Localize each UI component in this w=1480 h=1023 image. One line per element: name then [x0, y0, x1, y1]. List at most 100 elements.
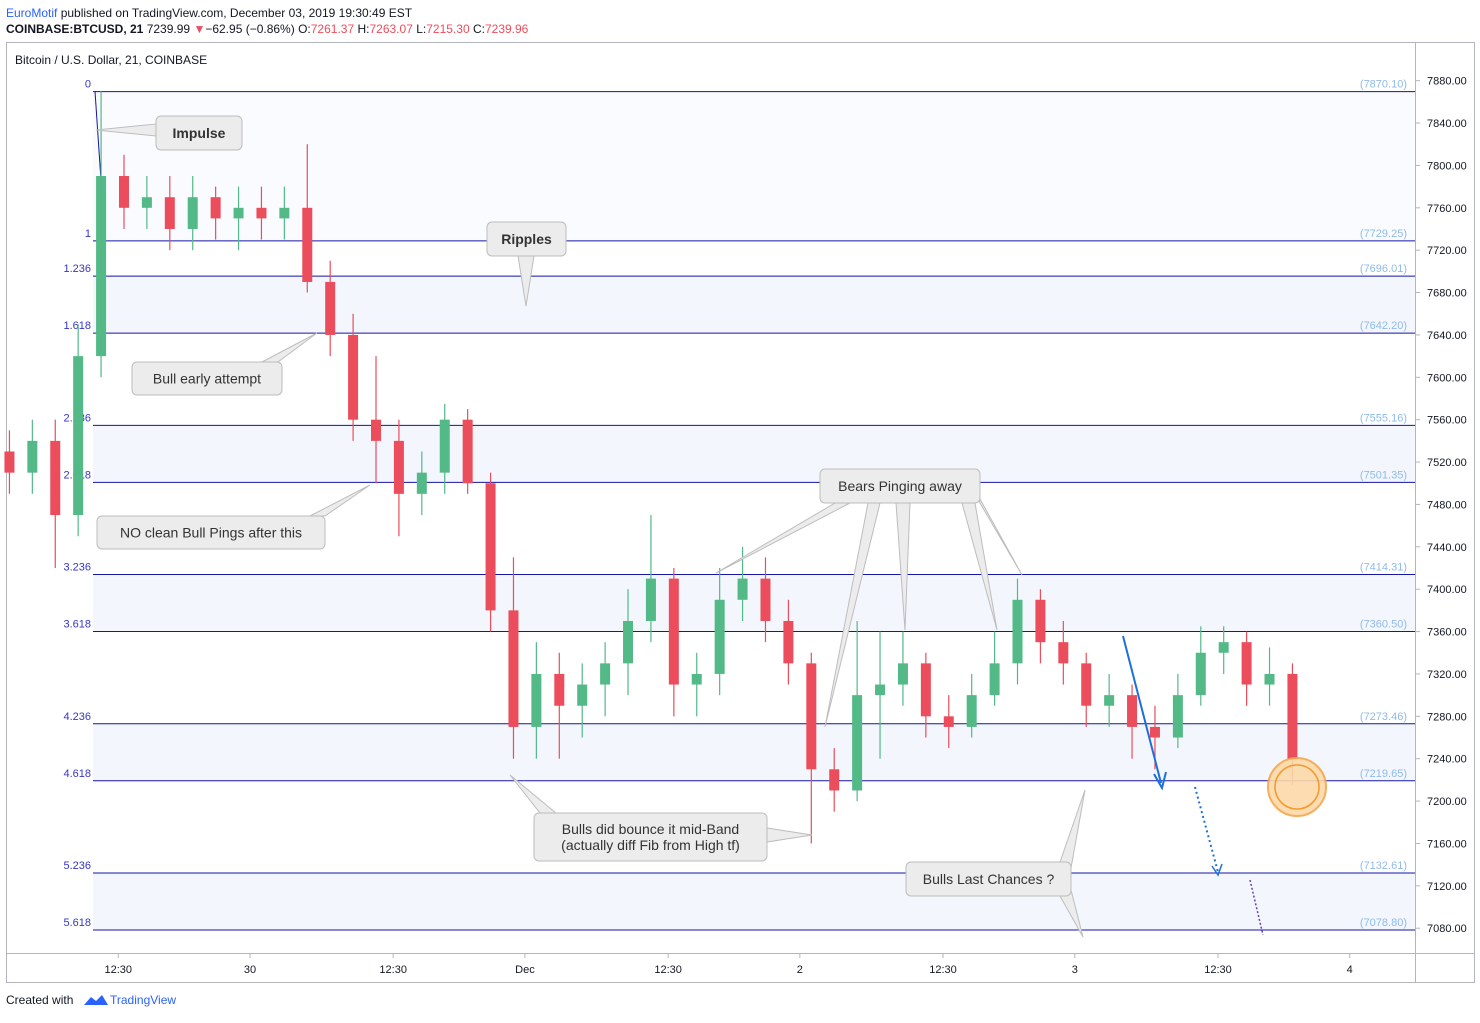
fib-level-label: 4.618	[63, 768, 91, 780]
arrow-head	[1211, 863, 1223, 877]
callout-text: Ripples	[501, 231, 552, 247]
candle-body	[371, 419, 382, 441]
footer-brand[interactable]: TradingView	[110, 993, 176, 1007]
change-arrow: ▼	[193, 22, 205, 36]
candle-body	[623, 620, 634, 664]
callout-box	[486, 221, 567, 257]
change: −62.95 (−0.86%)	[205, 22, 294, 36]
candle-body	[1195, 652, 1206, 696]
candle-body	[96, 176, 107, 357]
y-tick-label: 7520.00	[1427, 457, 1467, 469]
author[interactable]: EuroMotif	[6, 6, 58, 20]
footer-created: Created with	[6, 993, 73, 1007]
published: published on TradingView.com, December 0…	[61, 6, 413, 20]
fib-price-label: (7360.50)	[1360, 619, 1407, 631]
x-tick-label: 12:30	[104, 964, 132, 976]
callout-text: Bulls Last Chances ?	[923, 871, 1055, 887]
highlight-marker	[1267, 757, 1327, 817]
candle-body	[852, 695, 863, 791]
last-price: 7239.99	[147, 22, 191, 36]
callout-box	[96, 515, 326, 550]
candle-body	[73, 356, 84, 516]
arrow	[1249, 879, 1264, 936]
fib-band	[93, 424, 1415, 482]
ohlc-label: O:	[298, 22, 311, 36]
fib-level-label: 1.236	[63, 263, 91, 275]
y-tick-label: 7280.00	[1427, 711, 1467, 723]
y-tick-label: 7080.00	[1427, 923, 1467, 935]
candle-body	[164, 197, 175, 229]
callout: Impulse	[95, 115, 243, 151]
x-tick-label: 12:30	[1204, 964, 1232, 976]
candle-body	[141, 197, 152, 208]
candle-body	[691, 673, 702, 685]
candle-body	[600, 663, 611, 685]
candle-body	[393, 440, 404, 494]
y-tick-label: 7800.00	[1427, 160, 1467, 172]
fib-price-label: (7273.46)	[1360, 711, 1407, 723]
candle-body	[1287, 673, 1298, 759]
candle-body	[1081, 663, 1092, 706]
fib-level-label: 5.236	[63, 860, 91, 872]
candle-body	[1241, 642, 1252, 685]
candle-body	[554, 673, 565, 706]
callout: NO clean Bull Pings after this	[96, 484, 371, 550]
callout: Bull early attempt	[131, 332, 318, 396]
x-tick-label: 12:30	[929, 964, 957, 976]
candle-body	[256, 207, 267, 219]
callout-text: NO clean Bull Pings after this	[120, 525, 302, 541]
y-tick-label: 7320.00	[1427, 669, 1467, 681]
y-tick-label: 7160.00	[1427, 838, 1467, 850]
candle-body	[875, 684, 886, 696]
candle-body	[760, 578, 771, 621]
fib-level-label: 0	[85, 79, 91, 91]
y-tick-label: 7200.00	[1427, 796, 1467, 808]
y-tick-label: 7560.00	[1427, 415, 1467, 427]
fib-band	[93, 723, 1415, 781]
callout-text: Bulls did bounce it mid-Band	[562, 821, 739, 837]
candle-body	[1127, 695, 1138, 727]
candle-body	[416, 472, 427, 494]
candle-body	[806, 663, 817, 770]
y-tick-label: 7880.00	[1427, 76, 1467, 88]
candle-body	[1264, 673, 1275, 685]
callout-box	[131, 361, 283, 396]
chart-frame	[6, 42, 1475, 983]
callout-box	[155, 115, 243, 151]
fib-level-label: 3.236	[63, 562, 91, 574]
callout-box	[819, 468, 981, 504]
candle-body	[462, 419, 473, 484]
fib-band	[93, 275, 1415, 333]
y-tick-label: 7440.00	[1427, 542, 1467, 554]
chart-title: Bitcoin / U.S. Dollar, 21, COINBASE	[15, 53, 207, 67]
fib-band	[93, 91, 1415, 241]
fib-price-label: (7555.16)	[1360, 412, 1407, 424]
candle-body	[714, 599, 725, 674]
y-tick-label: 7360.00	[1427, 627, 1467, 639]
x-tick-label: 2	[797, 964, 803, 976]
fib-level-label: 1.618	[63, 320, 91, 332]
candle-body	[1149, 726, 1160, 738]
candle-body	[485, 483, 496, 611]
candle-body	[279, 207, 290, 219]
ohlc-value: 7215.30	[426, 22, 470, 36]
callout: Ripples	[486, 221, 567, 307]
candle-body	[348, 334, 359, 420]
fib-price-label: (7078.80)	[1360, 917, 1407, 929]
candle-body	[645, 578, 656, 621]
y-tick-label: 7240.00	[1427, 754, 1467, 766]
fib-level-label: 3.618	[63, 619, 91, 631]
fib-price-label: (7642.20)	[1360, 320, 1407, 332]
arrow	[1122, 635, 1162, 784]
candle-body	[50, 440, 61, 516]
plot: 7080.00 7120.00 7160.00 7200.00 7240.00 7280.…	[4, 76, 1467, 976]
ohlc-value: 7261.37	[311, 22, 355, 36]
arrow-head	[1153, 771, 1167, 791]
candle-body	[897, 663, 908, 685]
candle-body	[325, 281, 336, 335]
candle-body	[1058, 642, 1069, 664]
candle-body	[187, 197, 198, 229]
callout: Bears Pinging away	[715, 468, 1023, 728]
callout: Bulls Last Chances ?	[905, 789, 1086, 938]
candle-body	[1012, 599, 1023, 664]
